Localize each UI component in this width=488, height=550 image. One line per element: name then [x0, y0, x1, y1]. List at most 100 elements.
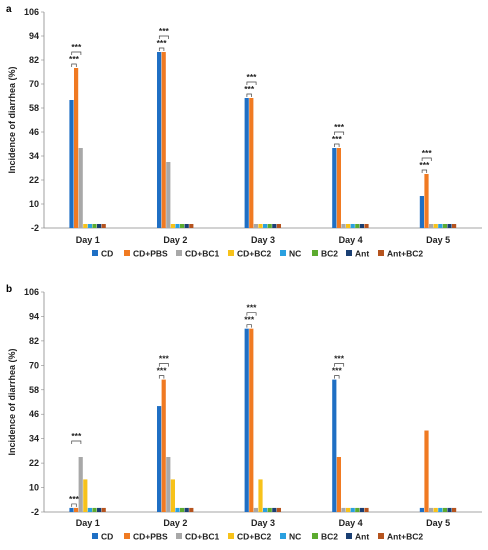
significance-bracket [421, 169, 428, 173]
significance-label: *** [247, 72, 258, 82]
legend-label: CD+BC1 [185, 249, 220, 259]
legend-label: BC2 [321, 249, 338, 259]
bar-Ant-Day 2 [184, 224, 189, 228]
significance-label: *** [159, 26, 170, 36]
bar-BC2-Day 1 [92, 507, 97, 512]
significance-label: *** [247, 303, 258, 313]
bar-CD+BC1-Day 4 [341, 224, 346, 228]
bar-NC-Day 1 [87, 507, 92, 512]
bar-CD+BC2-Day 4 [346, 224, 351, 228]
y-tick-label: 10 [29, 483, 39, 493]
y-tick-label: 58 [29, 103, 39, 113]
y-tick-label: 94 [29, 31, 39, 41]
bar-CD-Day 4 [332, 148, 337, 228]
significance-bracket [246, 81, 257, 85]
legend-swatch [346, 250, 352, 256]
legend-label: BC2 [321, 532, 338, 542]
legend-swatch [346, 533, 352, 539]
y-tick-label: 46 [29, 409, 39, 419]
bar-CD+BC2-Day 5 [433, 507, 438, 512]
legend-label: Ant+BC2 [387, 532, 423, 542]
bar-Ant+BC2-Day 5 [452, 507, 457, 512]
legend-swatch [378, 533, 384, 539]
significance-label: *** [71, 431, 82, 441]
category-label: Day 2 [163, 235, 187, 245]
legend-swatch [280, 533, 286, 539]
y-tick-label: -2 [31, 507, 39, 517]
significance-bracket [158, 363, 169, 367]
bar-CD-Day 2 [157, 52, 162, 228]
legend-label: CD [101, 532, 113, 542]
legend-swatch [280, 250, 286, 256]
significance-label: *** [244, 84, 255, 94]
bar-CD+BC2-Day 2 [170, 224, 175, 228]
y-tick-label: 70 [29, 79, 39, 89]
significance-bracket [334, 143, 340, 147]
bar-BC2-Day 1 [92, 224, 97, 228]
bar-CD+BC1-Day 3 [253, 507, 258, 512]
significance-bracket [246, 93, 252, 97]
bar-CD+BC1-Day 1 [78, 148, 83, 228]
legend-swatch [378, 250, 384, 256]
bar-NC-Day 1 [87, 224, 92, 228]
bar-Ant-Day 1 [97, 507, 102, 512]
bar-CD+BC2-Day 1 [83, 224, 88, 228]
bar-CD+BC2-Day 1 [83, 479, 88, 512]
bar-Ant-Day 5 [447, 507, 452, 512]
bar-Ant-Day 3 [272, 224, 277, 228]
significance-bracket [334, 363, 345, 367]
significance-label: *** [71, 42, 82, 52]
legend-label: CD+BC2 [237, 249, 272, 259]
category-label: Day 4 [339, 518, 363, 528]
legend-label: Ant [355, 532, 369, 542]
legend-swatch [228, 533, 234, 539]
category-label: Day 1 [76, 235, 100, 245]
bar-Ant+BC2-Day 1 [101, 224, 106, 228]
bar-CD+PBS-Day 1 [74, 68, 79, 228]
significance-label: *** [69, 494, 80, 504]
bar-CD+BC2-Day 5 [433, 224, 438, 228]
y-tick-label: 82 [29, 336, 39, 346]
significance-bracket [421, 157, 432, 161]
bar-BC2-Day 5 [442, 224, 447, 228]
bar-CD-Day 2 [157, 406, 162, 512]
bar-NC-Day 4 [350, 507, 355, 512]
bar-BC2-Day 4 [355, 224, 360, 228]
panel-label: b [6, 284, 12, 295]
y-tick-label: 34 [29, 151, 39, 161]
bar-CD+BC1-Day 5 [429, 224, 434, 228]
bar-Ant+BC2-Day 1 [101, 507, 106, 512]
bar-Ant+BC2-Day 3 [276, 224, 281, 228]
y-tick-label: 70 [29, 360, 39, 370]
significance-label: *** [157, 38, 168, 48]
legend-label: NC [289, 249, 301, 259]
bar-BC2-Day 2 [180, 507, 185, 512]
significance-label: *** [332, 134, 343, 144]
bar-CD+PBS-Day 4 [336, 148, 341, 228]
significance-bracket [158, 375, 165, 379]
significance-bracket [334, 131, 345, 135]
bar-CD+BC2-Day 2 [170, 479, 175, 512]
bar-CD+BC2-Day 3 [258, 479, 263, 512]
legend-swatch [176, 533, 182, 539]
bar-Ant+BC2-Day 4 [364, 224, 369, 228]
bar-Ant+BC2-Day 5 [452, 224, 457, 228]
y-tick-label: 106 [24, 287, 39, 297]
y-tick-label: 94 [29, 311, 39, 321]
bar-Ant-Day 3 [272, 507, 277, 512]
legend-swatch [312, 533, 318, 539]
bar-Ant+BC2-Day 3 [276, 507, 281, 512]
bar-CD-Day 5 [419, 507, 424, 512]
bar-NC-Day 4 [350, 224, 355, 228]
bar-CD-Day 1 [69, 507, 74, 512]
legend-swatch [228, 250, 234, 256]
bar-CD+BC1-Day 2 [166, 457, 171, 512]
significance-label: *** [334, 354, 345, 364]
y-tick-label: 58 [29, 385, 39, 395]
bar-Ant-Day 2 [184, 507, 189, 512]
significance-label: *** [422, 148, 433, 158]
y-tick-label: 82 [29, 55, 39, 65]
significance-bracket [71, 503, 77, 507]
significance-bracket [158, 47, 165, 51]
bar-NC-Day 2 [175, 507, 180, 512]
